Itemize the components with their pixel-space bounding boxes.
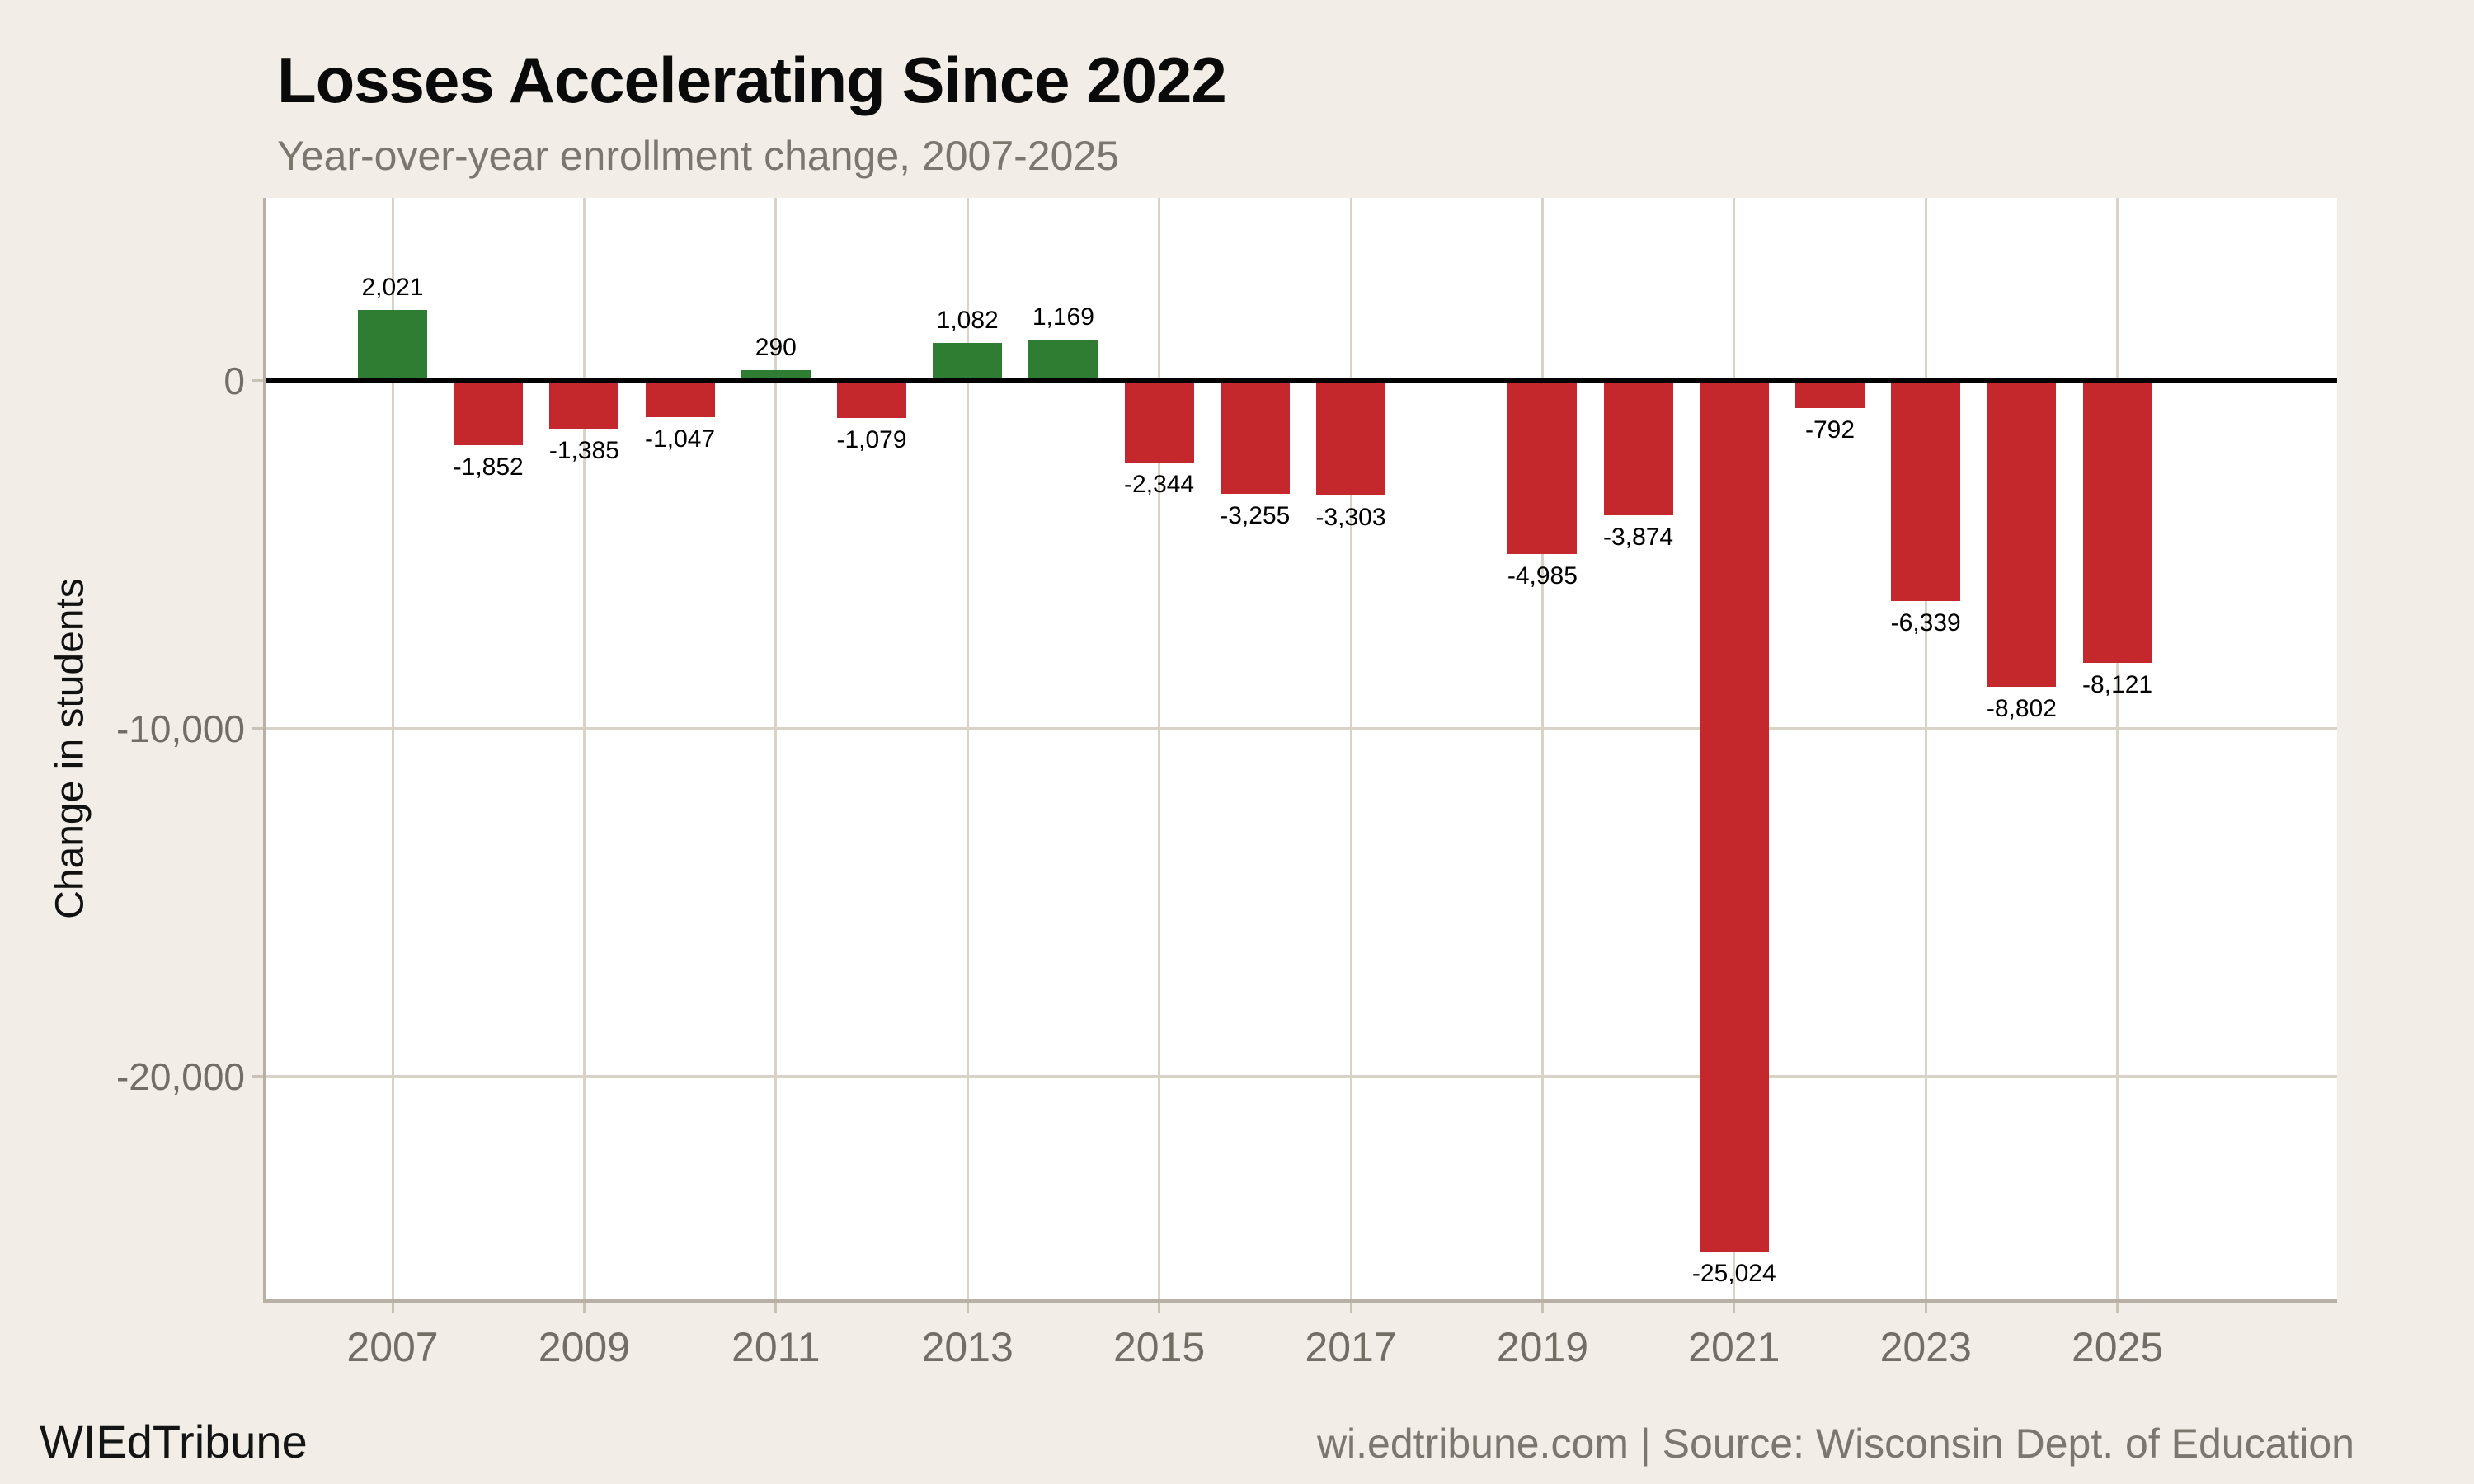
bar-value-label-2015: -2,344: [1124, 470, 1195, 498]
bar-value-label-2025: -8,121: [2082, 671, 2153, 699]
x-tick-label-2013: 2013: [921, 1324, 1014, 1370]
gridline-y--20000: [266, 1075, 2337, 1078]
bar-value-label-2011: 290: [755, 334, 797, 362]
x-tick-mark-2013: [966, 1299, 969, 1313]
bar-2024: [1987, 380, 2057, 688]
x-tick-mark-2021: [1733, 1299, 1736, 1313]
bar-2014: [1028, 340, 1098, 381]
bar-2007: [358, 310, 427, 381]
bar-2017: [1316, 380, 1385, 496]
bar-value-label-2020: -3,874: [1603, 524, 1674, 552]
y-tick-label--10000: -10,000: [115, 707, 245, 750]
zero-line: [266, 378, 2337, 383]
y-tick-label--20000: -20,000: [115, 1054, 245, 1098]
x-tick-mark-2019: [1540, 1299, 1544, 1313]
y-tick-mark-0: [252, 379, 266, 383]
chart-subtitle: Year-over-year enrollment change, 2007-2…: [277, 133, 1120, 179]
bar-value-label-2017: -3,303: [1315, 504, 1386, 532]
bar-2010: [645, 380, 715, 417]
bar-value-label-2008: -1,852: [453, 453, 524, 481]
x-tick-label-2009: 2009: [538, 1324, 631, 1370]
gridline-x-2011: [774, 198, 778, 1299]
bar-value-label-2007: 2,021: [361, 274, 424, 302]
bar-value-label-2024: -8,802: [1986, 695, 2057, 723]
bar-2016: [1220, 380, 1290, 494]
bar-2009: [549, 380, 619, 430]
bar-value-label-2019: -4,985: [1507, 562, 1578, 590]
chart-title: Losses Accelerating Since 2022: [277, 44, 1227, 116]
y-tick-mark--10000: [252, 727, 266, 730]
plot-area: 2,021 -1,852 -1,385 -1,047 290 -1,079 1,082 1,1…: [266, 198, 2337, 1313]
bar-2023: [1891, 380, 1961, 602]
gridline-x-2019: [1540, 198, 1544, 1299]
gridline-x-2025: [2116, 198, 2119, 1299]
x-tick-label-2025: 2025: [2071, 1324, 2164, 1370]
bar-value-label-2016: -3,255: [1220, 502, 1291, 529]
x-tick-label-2017: 2017: [1305, 1324, 1397, 1370]
bar-2013: [933, 342, 1003, 381]
gridline-y--10000: [266, 727, 2337, 730]
gridline-x-2023: [1924, 198, 1927, 1299]
x-tick-label-2023: 2023: [1879, 1324, 1972, 1370]
bar-value-label-2010: -1,047: [645, 425, 716, 453]
y-tick-label-0: 0: [223, 359, 245, 402]
y-tick-mark--20000: [252, 1075, 266, 1078]
left-spine: [263, 198, 266, 1303]
x-tick-label-2021: 2021: [1688, 1324, 1780, 1370]
x-tick-label-2019: 2019: [1496, 1324, 1589, 1370]
bar-2021: [1699, 380, 1769, 1252]
bar-value-label-2021: -25,024: [1691, 1259, 1776, 1287]
bar-2025: [2082, 380, 2152, 664]
bar-value-label-2013: 1,082: [936, 306, 999, 334]
x-tick-mark-2007: [391, 1299, 394, 1313]
bar-value-label-2012: -1,079: [836, 426, 907, 454]
gridline-x-2007: [391, 198, 394, 1299]
x-tick-mark-2015: [1158, 1299, 1161, 1313]
gridline-x-2009: [582, 198, 586, 1299]
bar-2019: [1507, 380, 1578, 555]
bar-value-label-2009: -1,385: [548, 437, 619, 465]
bottom-spine: [263, 1299, 2337, 1303]
footer-brand: WIEdTribune: [40, 1416, 308, 1468]
x-tick-mark-2023: [1924, 1299, 1927, 1313]
bar-value-label-2014: 1,169: [1032, 303, 1094, 331]
x-tick-mark-2017: [1349, 1299, 1352, 1313]
bar-value-label-2023: -6,339: [1890, 609, 1961, 637]
x-tick-mark-2025: [2116, 1299, 2119, 1313]
bar-2020: [1603, 380, 1673, 516]
gridline-x-2015: [1158, 198, 1161, 1299]
bar-2011: [741, 370, 811, 381]
y-axis-title: Change in students: [48, 578, 92, 919]
x-tick-mark-2011: [774, 1299, 778, 1313]
x-tick-mark-2009: [582, 1299, 586, 1313]
bar-value-label-2022: -792: [1804, 416, 1856, 444]
bar-2008: [454, 380, 524, 445]
bar-2015: [1124, 380, 1194, 463]
gridline-x-2013: [966, 198, 969, 1299]
x-tick-label-2011: 2011: [731, 1324, 821, 1370]
footer-credit: wi.edtribune.com | Source: Wisconsin Dep…: [1316, 1421, 2354, 1467]
x-tick-label-2015: 2015: [1112, 1324, 1206, 1370]
bar-2022: [1795, 380, 1865, 409]
x-tick-label-2007: 2007: [346, 1324, 439, 1370]
gridline-x-2017: [1349, 198, 1352, 1299]
bar-2012: [837, 380, 906, 419]
